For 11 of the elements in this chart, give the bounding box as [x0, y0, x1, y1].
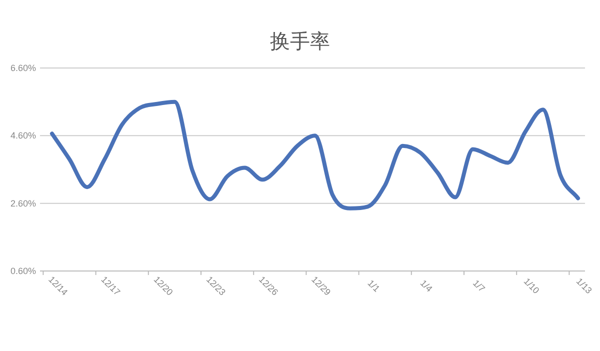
y-tick-label: 6.60% [10, 63, 36, 73]
x-tick-label: 1/1 [366, 278, 382, 294]
y-tick-label: 4.60% [10, 130, 36, 141]
chart-title: 换手率 [270, 31, 330, 53]
x-tick-label: 1/13 [574, 276, 594, 296]
y-tick-label: 0.60% [10, 266, 36, 276]
y-tick-label: 2.60% [10, 198, 36, 208]
x-tick-label: 1/7 [470, 278, 487, 294]
line-series [50, 100, 580, 210]
x-tick-label: 1/10 [522, 276, 542, 296]
x-tick-label: 1/4 [418, 278, 434, 294]
